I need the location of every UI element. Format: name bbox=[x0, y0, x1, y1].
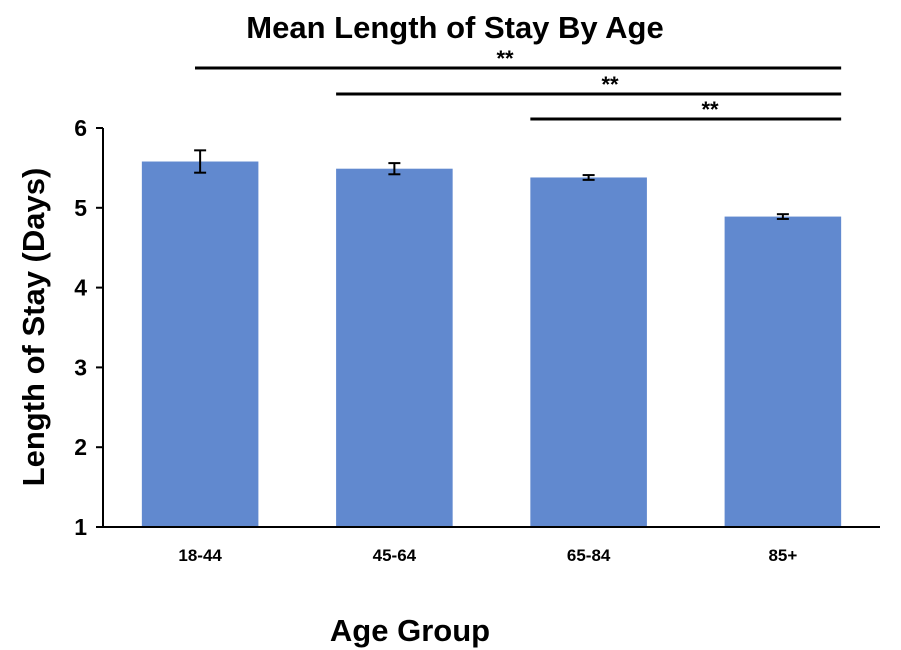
y-tick-label: 3 bbox=[74, 354, 87, 380]
axes bbox=[102, 128, 880, 528]
bar-65-84 bbox=[530, 177, 647, 527]
x-tick-label: 18-44 bbox=[178, 546, 222, 565]
bar-18-44 bbox=[141, 161, 259, 528]
significance-label: ** bbox=[496, 46, 514, 71]
x-tick-label: 65-84 bbox=[567, 546, 611, 565]
x-axis-ticks: 18-44 45-64 65-84 85+ bbox=[178, 546, 797, 565]
bar-45-64 bbox=[336, 168, 453, 527]
error-bar-45-64 bbox=[388, 162, 401, 176]
y-tick-label: 1 bbox=[74, 514, 87, 540]
bar-85+ bbox=[724, 216, 842, 527]
error-bar-18-44 bbox=[194, 149, 207, 174]
y-axis-title: Length of Stay (Days) bbox=[16, 168, 51, 487]
x-axis-title: Age Group bbox=[330, 613, 490, 648]
significance-brackets: ** ** ** bbox=[195, 46, 842, 122]
bars bbox=[141, 161, 842, 528]
error-bar-85+ bbox=[776, 213, 789, 220]
chart-title: Mean Length of Stay By Age bbox=[246, 10, 663, 45]
error-bar-65-84 bbox=[582, 174, 595, 181]
y-tick-label: 2 bbox=[74, 434, 87, 460]
x-tick-label: 85+ bbox=[768, 546, 797, 565]
significance-label: ** bbox=[701, 97, 719, 122]
x-tick-label: 45-64 bbox=[373, 546, 417, 565]
significance-label: ** bbox=[601, 72, 619, 97]
y-axis-ticks: 1 2 3 4 5 6 bbox=[74, 115, 103, 540]
error-bars bbox=[194, 149, 789, 220]
y-tick-label: 4 bbox=[74, 275, 87, 301]
y-tick-label: 6 bbox=[74, 115, 87, 141]
y-tick-label: 5 bbox=[74, 195, 87, 221]
